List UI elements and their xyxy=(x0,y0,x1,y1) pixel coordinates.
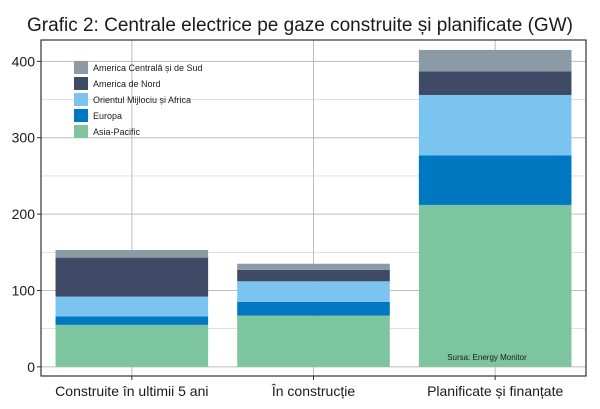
bar-2-series-4 xyxy=(237,269,390,282)
bar-3-series-5 xyxy=(418,49,572,72)
bar-1-series-2 xyxy=(55,316,209,325)
bar-3-series-3 xyxy=(418,94,572,156)
bar-1-series-5 xyxy=(55,250,209,258)
legend-swatch xyxy=(74,125,88,138)
bar-1-series-3 xyxy=(55,296,209,317)
y-tick-label: 300 xyxy=(12,130,36,146)
bar-2-series-3 xyxy=(237,281,390,302)
bar-1-series-1 xyxy=(55,324,209,367)
chart-title: Grafic 2: Centrale electrice pe gaze con… xyxy=(27,15,573,36)
bar-2-series-5 xyxy=(237,263,390,270)
legend-swatch xyxy=(74,77,88,90)
bar-2-series-1 xyxy=(237,315,390,367)
bar-2-series-2 xyxy=(237,301,390,316)
y-tick-label: 400 xyxy=(12,53,36,69)
legend-label: Asia-Pacific xyxy=(93,127,141,137)
y-tick-label: 100 xyxy=(12,282,36,298)
bar-3-series-1 xyxy=(418,204,572,367)
legend-swatch xyxy=(74,109,88,122)
legend: America Centrală și de Sud America de Nor… xyxy=(74,61,203,138)
bar-1-series-4 xyxy=(55,257,209,297)
legend-swatch xyxy=(74,93,88,106)
legend-label: Europa xyxy=(93,111,122,121)
legend-swatch xyxy=(74,61,88,74)
x-tick-label: Planificate și finanțate xyxy=(427,383,563,399)
y-tick-label: 0 xyxy=(27,359,35,375)
legend-label: America Centrală și de Sud xyxy=(93,63,203,73)
x-tick-label: Construite în ultimii 5 ani xyxy=(55,383,208,399)
x-tick-label: În construcție xyxy=(271,383,355,399)
plot-area: 0 100 200 300 400 Construite în ultimii 5 ani… xyxy=(12,39,587,399)
y-tick-label: 200 xyxy=(12,206,36,222)
bar-3-series-2 xyxy=(418,155,572,205)
source-note: Sursa: Energy Monitor xyxy=(447,353,527,362)
legend-label: America de Nord xyxy=(93,79,161,89)
bar-3-series-4 xyxy=(418,71,572,95)
legend-label: Orientul Mijlociu și Africa xyxy=(93,95,191,105)
